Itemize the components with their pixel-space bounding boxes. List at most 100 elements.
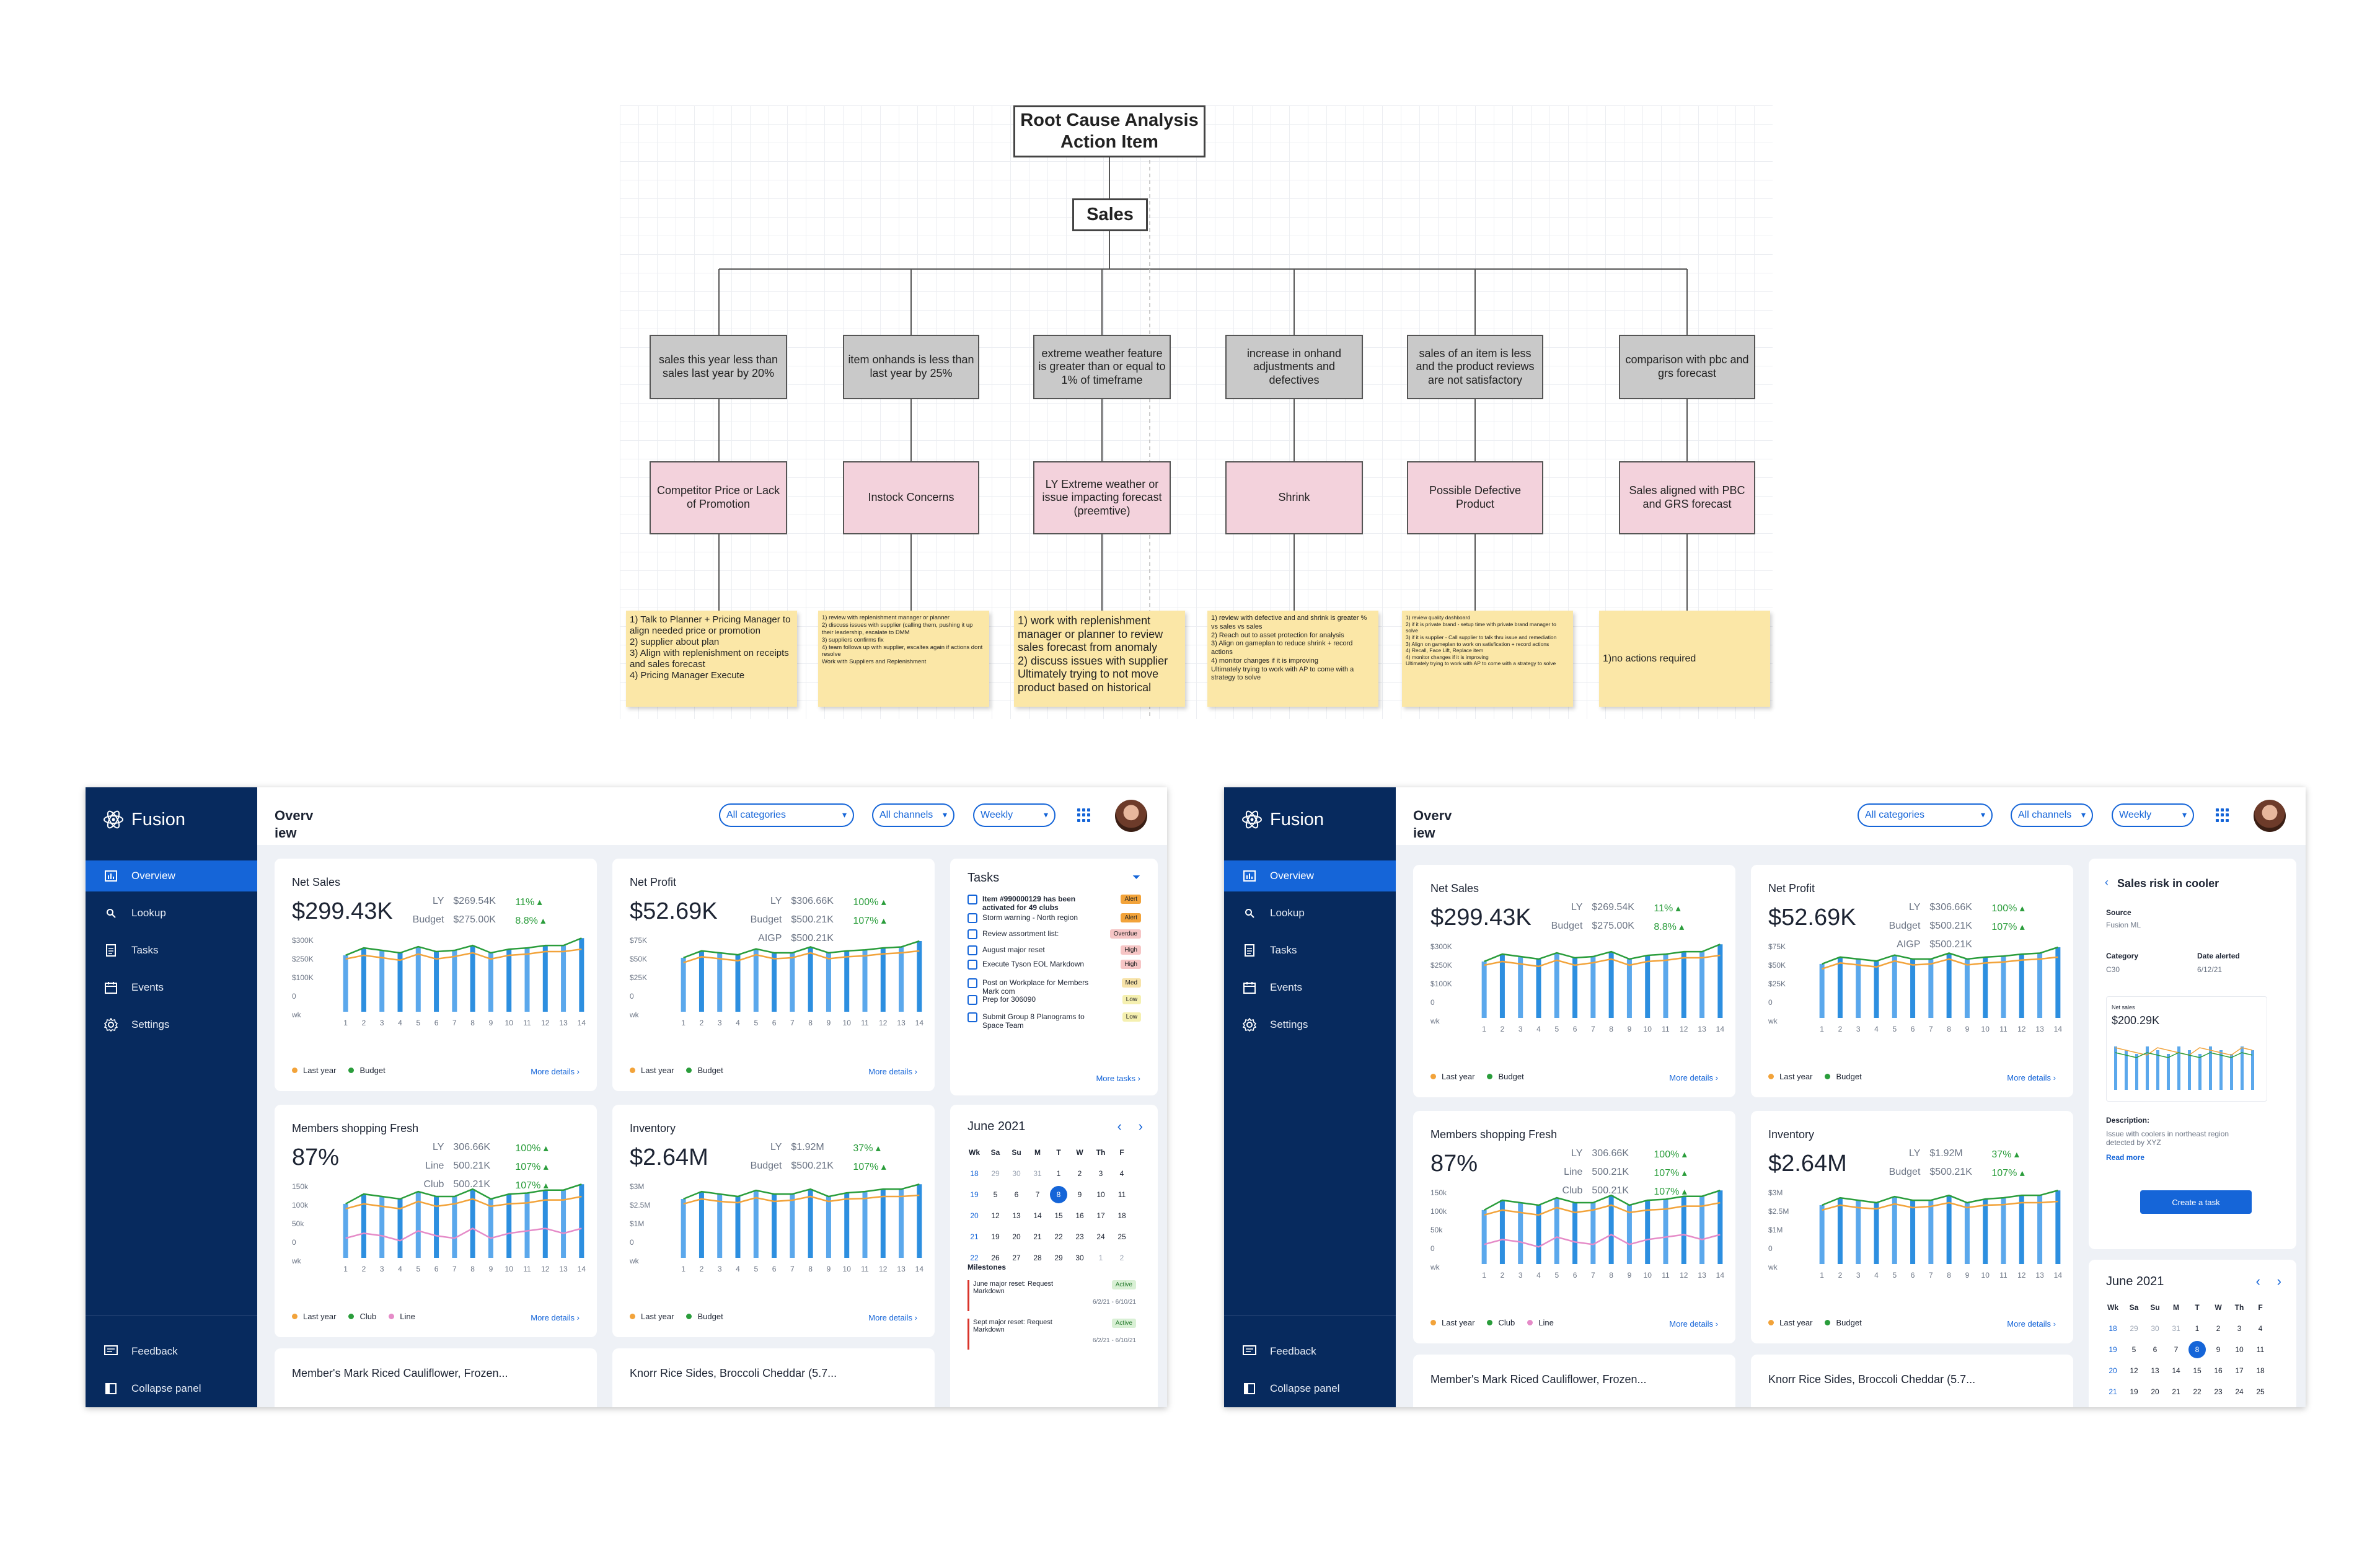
task-checkbox[interactable] [967,978,977,988]
nav-tasks[interactable]: Tasks [1224,935,1396,966]
calendar-day[interactable]: 19 [2130,1387,2138,1396]
calendar-day[interactable]: 2 [1119,1254,1124,1262]
calendar-day[interactable]: 1 [1098,1254,1103,1262]
calendar-day[interactable]: 7 [1035,1190,1040,1199]
calendar-day[interactable]: 11 [1117,1190,1126,1199]
task-checkbox[interactable] [967,895,977,904]
apps-grid-icon[interactable] [2216,808,2229,822]
task-checkbox[interactable] [967,960,977,970]
calendar-day[interactable]: 26 [2123,1402,2144,1407]
calendar-day[interactable]: 31 [2172,1324,2180,1333]
calendar-day[interactable]: 31 [1033,1169,1042,1178]
task-item[interactable]: Submit Group 8 Planograms to Space Team … [967,1012,1141,1030]
task-item[interactable]: Item #990000129 has been activated for 4… [967,895,1141,912]
nav-events[interactable]: Events [86,972,257,1003]
calendar-day[interactable]: 30 [2208,1402,2229,1407]
nav-feedback[interactable]: Feedback [1224,1336,1396,1367]
calendar-day[interactable]: 19 [991,1232,1000,1241]
more-details-link[interactable]: More details › [868,1067,917,1076]
calendar-day[interactable]: 23 [2214,1387,2223,1396]
calendar-day[interactable]: 6 [2153,1345,2157,1354]
calendar-day[interactable]: 16 [2214,1366,2223,1375]
calendar-day[interactable]: 2 [2250,1402,2271,1407]
period-select[interactable]: Weekly ▾ [2112,803,2194,827]
calendar-day[interactable]: 24 [1096,1232,1105,1241]
task-checkbox[interactable] [967,945,977,955]
calendar-day[interactable]: 15 [1054,1211,1063,1220]
calendar-day[interactable]: 3 [1098,1169,1103,1178]
calendar-day[interactable]: 30 [1012,1169,1021,1178]
task-item[interactable]: August major reset High [967,945,1141,955]
chevron-left-icon[interactable]: ‹ [1117,1118,1122,1134]
calendar-day[interactable]: 16 [1075,1211,1084,1220]
calendar-day[interactable]: 24 [2235,1387,2244,1396]
filter-icon[interactable]: ⏷ [1132,872,1140,883]
avatar[interactable] [1115,800,1147,832]
more-details-link[interactable]: More details › [1669,1319,1718,1329]
avatar[interactable] [2254,800,2286,832]
calendar-day[interactable]: 6 [1014,1190,1019,1199]
task-item[interactable]: Post on Workplace for Members Mark com M… [967,978,1141,996]
calendar-day-selected[interactable]: 8 [2187,1339,2208,1360]
channel-select[interactable]: All channels ▾ [872,803,954,827]
brand-logo[interactable]: Fusion [103,809,185,830]
calendar-day[interactable]: 25 [2256,1387,2265,1396]
calendar-day[interactable]: 1 [1056,1169,1061,1178]
calendar-day[interactable]: 12 [991,1211,1000,1220]
chevron-right-icon[interactable]: › [1138,1118,1143,1134]
apps-grid-icon[interactable] [1077,808,1091,822]
more-details-link[interactable]: More details › [531,1313,580,1322]
task-item[interactable]: Storm warning - North region Alert [967,913,1141,923]
create-task-button[interactable]: Create a task [2140,1190,2252,1214]
more-details-link[interactable]: More details › [531,1067,580,1076]
calendar-day[interactable]: 9 [2216,1345,2221,1354]
nav-events[interactable]: Events [1224,972,1396,1003]
calendar-day[interactable]: 30 [1075,1254,1084,1262]
calendar-day[interactable]: 17 [2235,1366,2244,1375]
task-item[interactable]: Execute Tyson EOL Markdown High [967,960,1141,970]
channel-select[interactable]: All channels ▾ [2011,803,2093,827]
calendar-day[interactable]: 5 [993,1190,998,1199]
calendar-day[interactable]: 17 [1096,1211,1105,1220]
calendar-day[interactable]: 1 [2229,1402,2250,1407]
chevron-left-icon[interactable]: ‹ [2255,1273,2260,1289]
brand-logo[interactable]: Fusion [1241,809,1324,830]
calendar-day[interactable]: 25 [1117,1232,1126,1241]
nav-overview[interactable]: Overview [1224,860,1396,891]
calendar-day[interactable]: 28 [2166,1402,2187,1407]
period-select[interactable]: Weekly ▾ [973,803,1056,827]
calendar-day[interactable]: 18 [1117,1211,1126,1220]
calendar-day[interactable]: 23 [1075,1232,1084,1241]
nav-lookup[interactable]: Lookup [1224,898,1396,929]
milestone-item[interactable]: June major reset: Request Markdown Activ… [967,1280,1141,1311]
calendar-day[interactable]: 26 [991,1254,1000,1262]
calendar-day[interactable]: 22 [1054,1232,1063,1241]
calendar-day[interactable]: 30 [2151,1324,2159,1333]
more-details-link[interactable]: More details › [2007,1319,2056,1329]
task-checkbox[interactable] [967,1012,977,1022]
back-chevron-icon[interactable]: ‹ [2105,876,2109,888]
nav-tasks[interactable]: Tasks [86,935,257,966]
calendar-day[interactable]: 21 [1033,1232,1042,1241]
product-card[interactable]: Member's Mark Riced Cauliflower, Frozen.… [1413,1355,1735,1407]
more-details-link[interactable]: More details › [868,1313,917,1322]
calendar-day[interactable]: 13 [1012,1211,1021,1220]
calendar-day[interactable]: 13 [2151,1366,2159,1375]
calendar-day[interactable]: 22 [2193,1387,2202,1396]
more-details-link[interactable]: More details › [2007,1073,2056,1082]
calendar-day[interactable]: 20 [1012,1232,1021,1241]
nav-lookup[interactable]: Lookup [86,898,257,929]
milestone-item[interactable]: Sept major reset: Request Markdown Activ… [967,1319,1141,1350]
chevron-right-icon[interactable]: › [2276,1273,2281,1289]
calendar-day[interactable]: 29 [2130,1324,2138,1333]
more-details-link[interactable]: More details › [1669,1073,1718,1082]
collapse-panel-button[interactable]: Collapse panel [1224,1373,1396,1404]
calendar-day[interactable]: 10 [2235,1345,2244,1354]
calendar-day[interactable]: 9 [1077,1190,1082,1199]
task-checkbox[interactable] [967,995,977,1005]
calendar-day[interactable]: 10 [1096,1190,1105,1199]
category-select[interactable]: All categories ▾ [1858,803,1993,827]
calendar-day[interactable]: 14 [2172,1366,2180,1375]
calendar-day[interactable]: 11 [2256,1345,2265,1354]
nav-settings[interactable]: Settings [1224,1009,1396,1040]
